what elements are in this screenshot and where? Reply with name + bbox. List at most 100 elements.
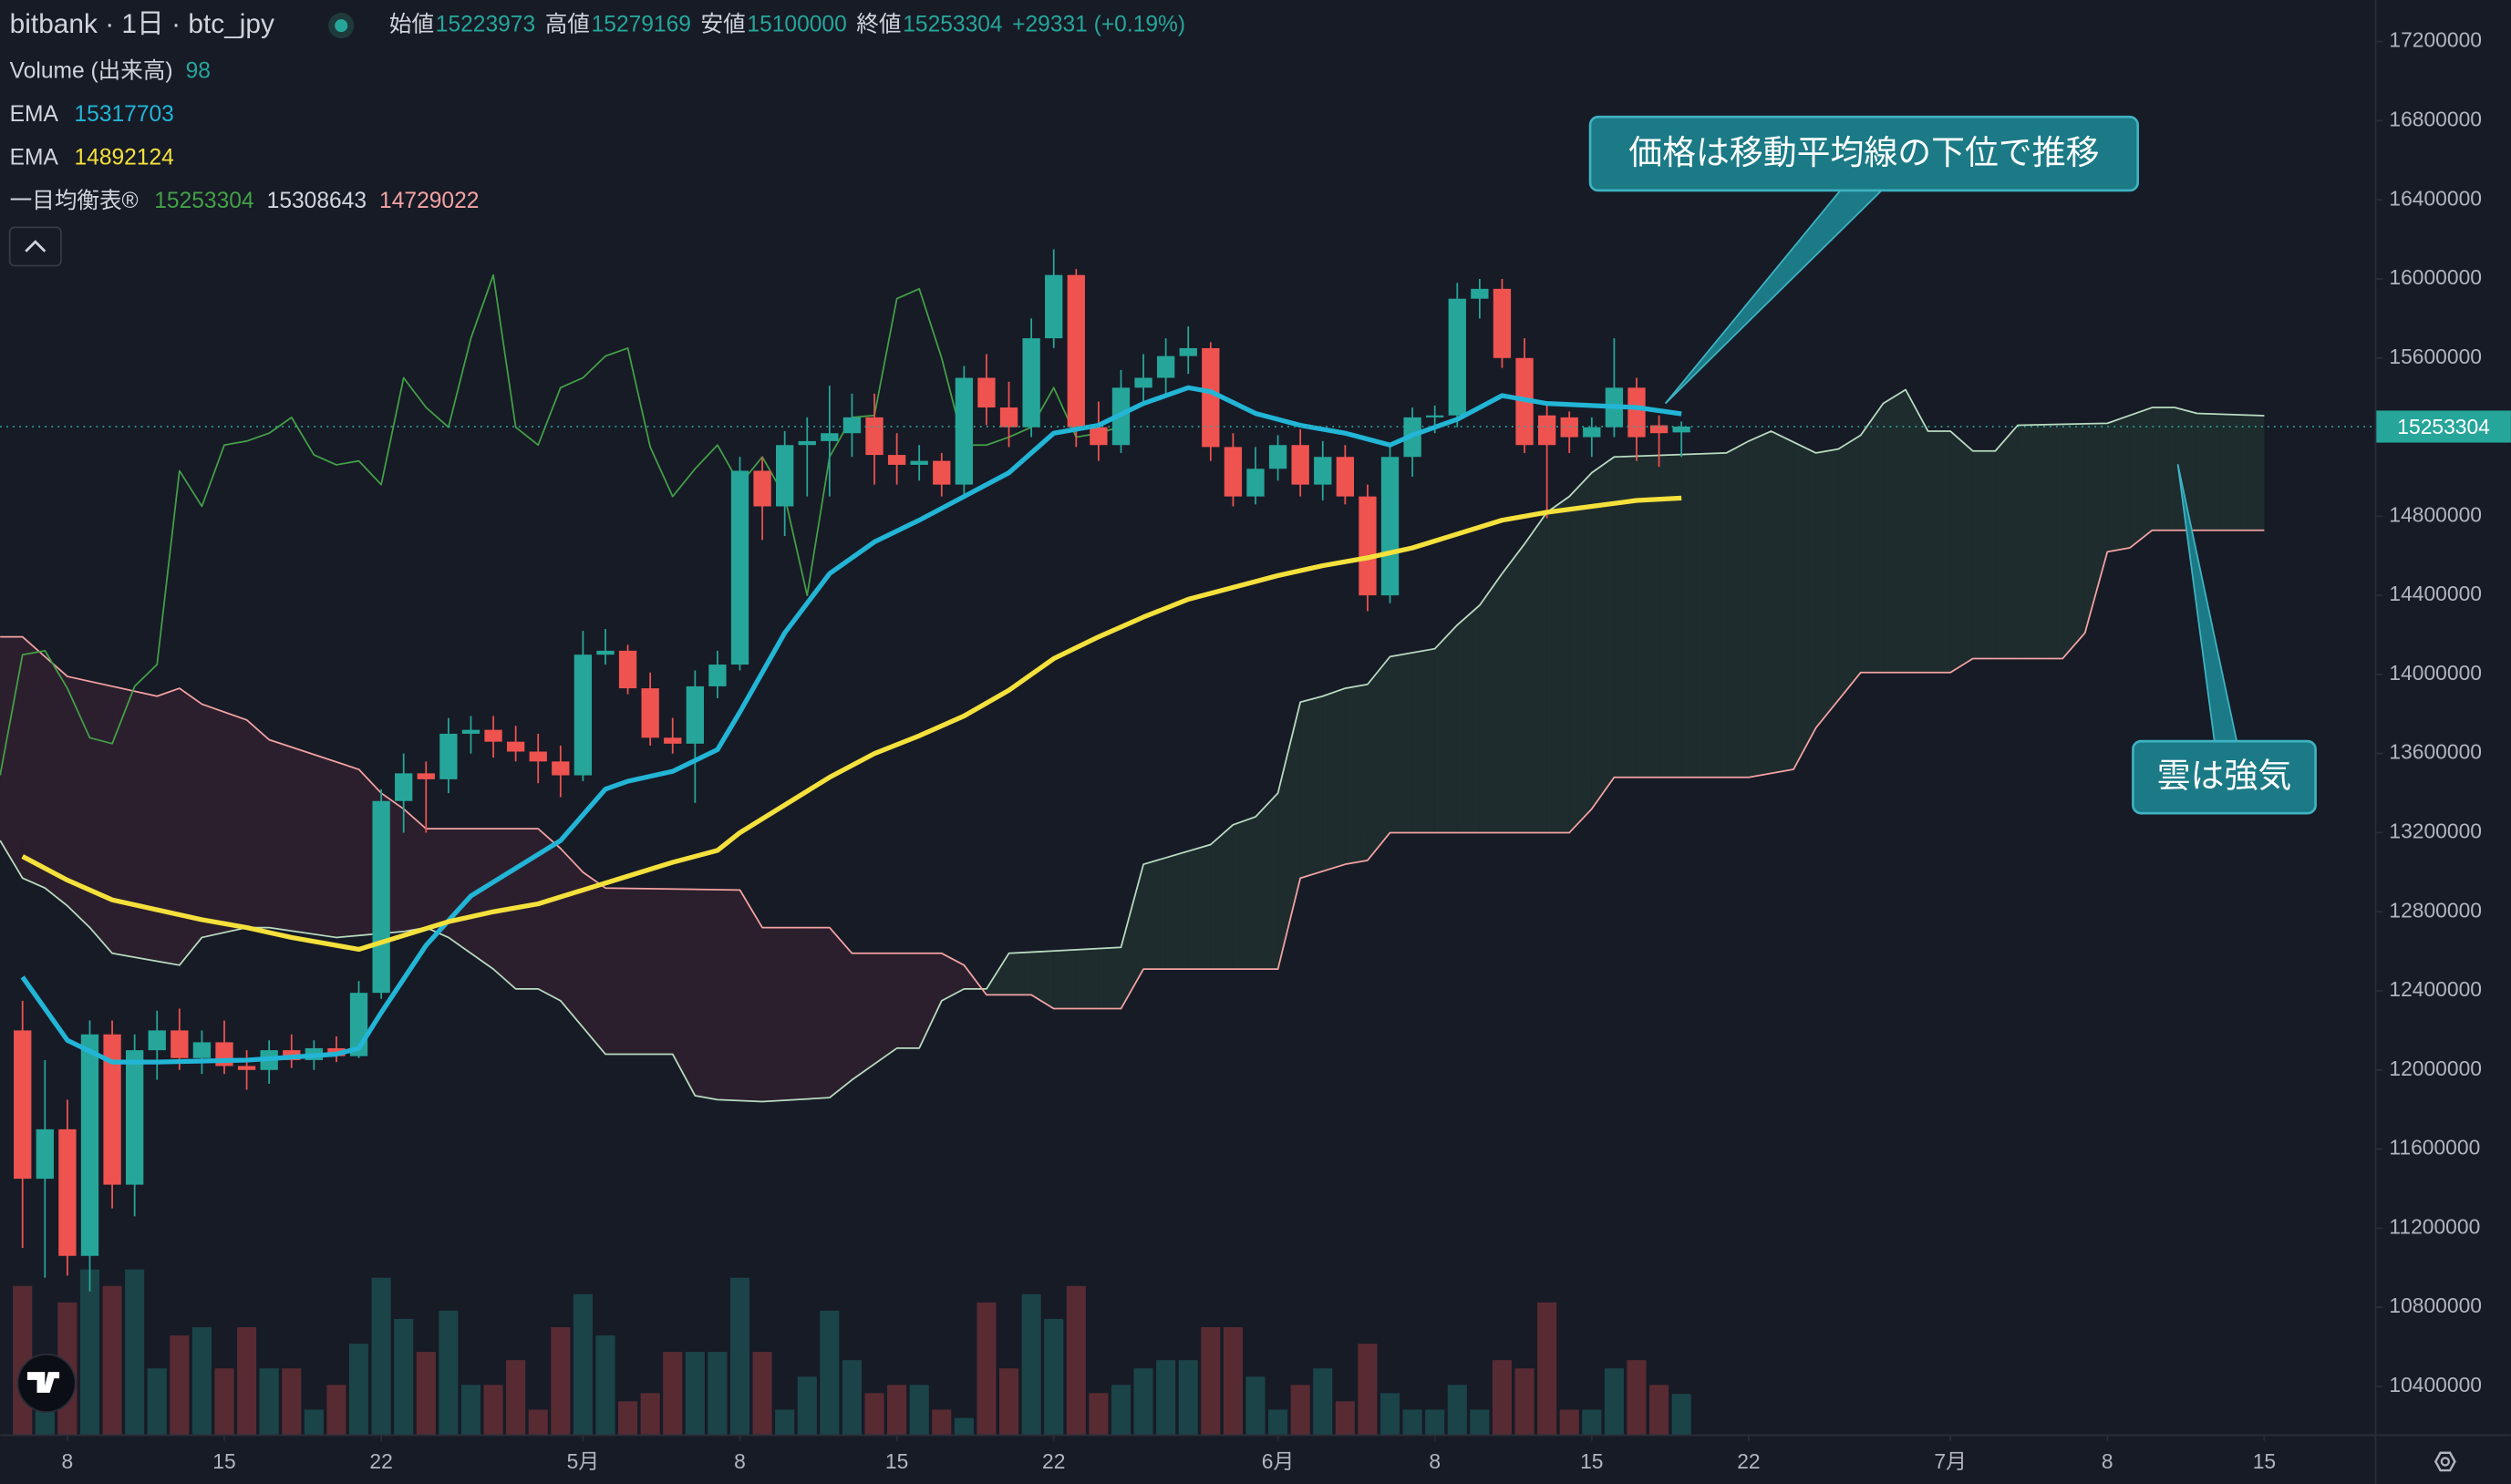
volume-bar (1178, 1360, 1198, 1435)
volume-bar (1223, 1326, 1243, 1435)
cloud-fill (1636, 455, 1659, 778)
volume-bar (1649, 1385, 1669, 1435)
y-tick-label: 16400000 (2389, 186, 2482, 210)
volume-bar (1492, 1360, 1512, 1435)
x-tick-label: 5月 (567, 1449, 600, 1473)
indicator-name: 一目均衡表® (10, 188, 139, 213)
ohlc-value: 15223973 (436, 13, 535, 37)
cloud-fill (1210, 824, 1234, 970)
volume-bar (1627, 1360, 1647, 1435)
candle-body (730, 470, 749, 665)
last-price-label: 15253304 (2397, 415, 2490, 438)
last-price-box (2376, 410, 2511, 443)
cloud-fill (1053, 949, 1077, 1009)
cloud-fill (448, 829, 471, 953)
volume-bar (460, 1385, 480, 1435)
volume-bar (326, 1385, 346, 1435)
cloud-fill (2219, 414, 2242, 531)
x-tick-label: 7月 (1934, 1449, 1967, 1473)
candle-body (1045, 274, 1063, 339)
candle-body (933, 460, 951, 485)
ohlc-value: 15100000 (747, 13, 846, 37)
change-value: +29331 (+0.19%) (1012, 13, 1185, 37)
candle-body (842, 417, 862, 434)
cloud-fill (919, 953, 942, 1048)
annotation-text: 価格は移動平均線の下位で推移 (1628, 134, 2099, 171)
cloud-fill (0, 636, 23, 879)
candle-body (1067, 274, 1085, 428)
cloud-fill (852, 953, 875, 1080)
candle-body (125, 1050, 144, 1185)
volume-bar (259, 1368, 279, 1435)
volume-bar (439, 1310, 459, 1435)
volume-bar (394, 1318, 414, 1435)
volume-bar (685, 1352, 705, 1435)
x-tick-label: 15 (212, 1449, 235, 1473)
candle-body (1380, 457, 1400, 596)
cloud-fill (202, 704, 225, 938)
cloud-fill (179, 688, 202, 965)
volume-bar (729, 1277, 750, 1435)
volume-bar (214, 1368, 234, 1435)
volume-bar (416, 1352, 436, 1435)
volume-bar (1425, 1409, 1445, 1435)
gear-outline (2434, 1451, 2456, 1472)
settings-icon[interactable] (2434, 1451, 2456, 1472)
tradingview-logo[interactable] (16, 1353, 77, 1413)
x-tick-label: 15 (1580, 1449, 1603, 1473)
candle-body (1583, 427, 1601, 438)
cloud-fill (1479, 573, 1503, 833)
indicator-value: 15253304 (154, 189, 253, 213)
collapse-button[interactable] (8, 226, 62, 267)
candle-body (103, 1034, 121, 1185)
candle-body (865, 417, 884, 456)
cloud-fill (627, 888, 651, 1055)
candle-body (1628, 387, 1646, 438)
x-tick-label: 8 (1429, 1449, 1441, 1473)
y-tick-label: 16000000 (2389, 265, 2482, 289)
candle-body (1471, 288, 1489, 299)
y-tick-label: 16800000 (2389, 107, 2482, 130)
cloud-fill (2196, 413, 2220, 531)
candle-body (1448, 298, 1466, 416)
volume-bar (506, 1360, 526, 1435)
indicator-name: EMA (10, 145, 59, 170)
x-tick-label: 22 (1042, 1449, 1065, 1473)
volume-bar (1044, 1318, 1064, 1435)
cloud-fill (1256, 793, 1278, 970)
volume-bar (191, 1326, 212, 1435)
ema-layer (0, 385, 2377, 1065)
cloud-fill (1569, 472, 1592, 833)
volume-bar (1335, 1401, 1355, 1435)
volume-bar (820, 1310, 840, 1435)
candle-body (417, 773, 435, 779)
volume-bar (1447, 1385, 1467, 1435)
candle-body (439, 733, 458, 779)
volume-bar (79, 1269, 100, 1435)
cloud-fill (1815, 448, 1839, 728)
volume-bar (842, 1360, 862, 1435)
cloud-fill (896, 953, 920, 1048)
cloud-fill (1502, 543, 1525, 833)
volume-bar (1156, 1360, 1176, 1435)
volume-bar (348, 1344, 369, 1435)
candle-body (1224, 447, 1243, 497)
candle-body (192, 1042, 212, 1058)
indicator-value: 98 (186, 59, 211, 84)
candle-layer (14, 249, 1690, 1292)
volume-bar (1470, 1409, 1490, 1435)
cloud-fill (2084, 423, 2108, 634)
cloud-fill (1322, 688, 1346, 871)
cloud-fill (583, 871, 605, 1055)
cloud-fill (941, 953, 965, 1001)
cloud-fill (1614, 456, 1637, 778)
cloud-fill (1165, 850, 1189, 970)
volume-bar (528, 1409, 548, 1435)
volume-bar (1268, 1409, 1288, 1435)
cloud-fill (515, 829, 539, 989)
cloud-fill (1771, 431, 1794, 774)
annotation-text: 雲は強気 (2157, 757, 2292, 794)
volume-bar (887, 1385, 907, 1435)
candle-body (1649, 425, 1669, 434)
